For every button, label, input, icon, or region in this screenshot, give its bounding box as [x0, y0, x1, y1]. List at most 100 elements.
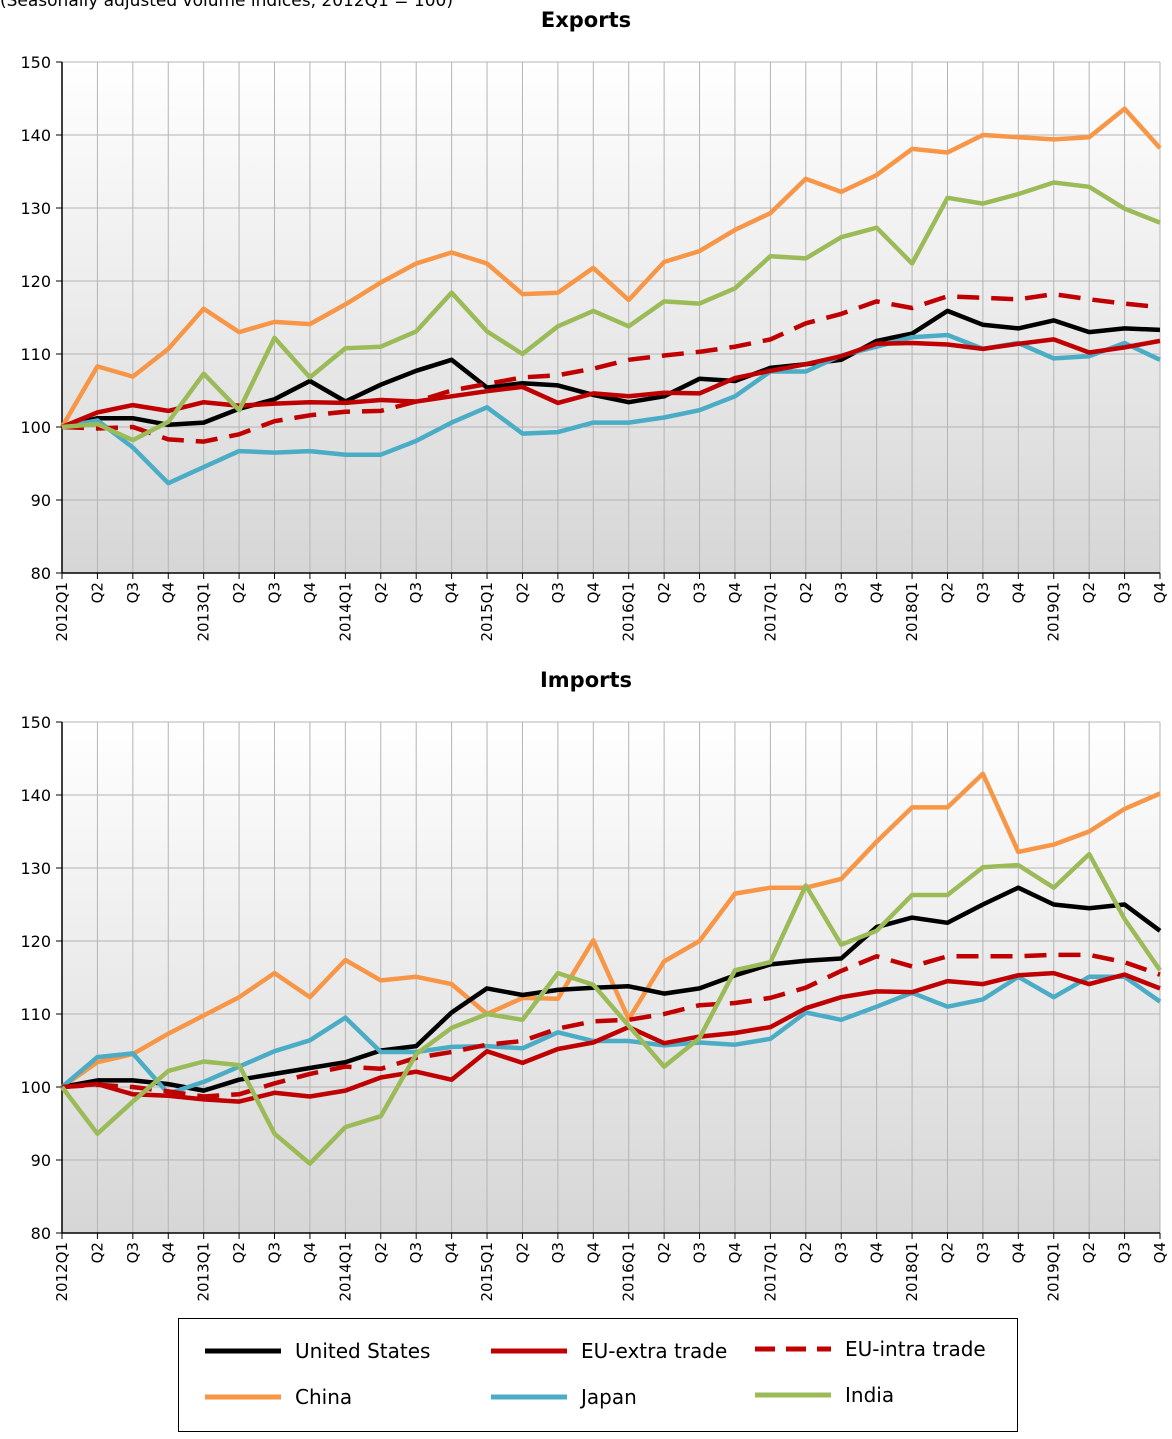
x-tick-label: Q3 [266, 1242, 284, 1263]
x-tick-label: Q3 [691, 582, 709, 603]
x-tick-label: Q3 [124, 1242, 142, 1263]
x-tick-label: Q2 [797, 1242, 815, 1263]
y-tick-label: 140 [20, 786, 51, 805]
legend-label: China [295, 1385, 353, 1409]
x-tick-label: Q4 [1009, 1242, 1027, 1263]
x-tick-label: Q3 [974, 582, 992, 603]
x-tick-label: Q3 [832, 1242, 850, 1263]
x-tick-label: Q2 [655, 1242, 673, 1263]
x-tick-label: Q3 [124, 582, 142, 603]
x-tick-label: 2017Q1 [761, 582, 779, 642]
y-tick-label: 100 [20, 418, 51, 437]
x-tick-label: Q2 [1080, 1242, 1098, 1263]
legend-label: EU-extra trade [581, 1339, 728, 1363]
legend-label: India [845, 1383, 895, 1407]
x-tick-label: Q4 [301, 1242, 319, 1263]
x-tick-label: 2014Q1 [336, 582, 354, 642]
series-line-japan [60, 974, 1162, 1096]
legend-swatch-india [755, 1392, 831, 1398]
x-tick-label: Q3 [691, 1242, 709, 1263]
x-tick-label: 2019Q1 [1045, 582, 1063, 642]
y-tick-label: 150 [20, 53, 51, 72]
imports-chart: 80 90 100 110 120 130 140 150 2012Q1 Q2 Q3 Q4 2013Q1… [20, 713, 1169, 1302]
x-tick-label: 2019Q1 [1045, 1242, 1063, 1302]
y-tick-label: 110 [20, 345, 51, 364]
x-tick-label: Q3 [266, 582, 284, 603]
x-tick-label: Q2 [938, 582, 956, 603]
x-tick-label: Q4 [584, 1242, 602, 1263]
x-tick-label: Q4 [726, 582, 744, 603]
legend-swatch-japan [491, 1394, 567, 1400]
x-tick-label: 2012Q1 [53, 1242, 71, 1302]
x-tick-label: Q4 [1009, 582, 1027, 603]
x-tick-label: Q4 [584, 582, 602, 603]
legend-label: United States [295, 1339, 431, 1363]
x-tick-label: 2013Q1 [195, 1242, 213, 1302]
x-tick-label: Q3 [407, 582, 425, 603]
x-tick-label: 2015Q1 [478, 582, 496, 642]
chart-legend: United States EU-extra trade EU-intra tr… [178, 1318, 1018, 1432]
y-tick-label: 120 [20, 272, 51, 291]
x-tick-label: 2016Q1 [620, 582, 638, 642]
x-tick-label: Q4 [1151, 582, 1169, 603]
legend-label: EU-intra trade [845, 1337, 986, 1361]
y-tick-label: 120 [20, 932, 51, 951]
x-tick-label: 2016Q1 [620, 1242, 638, 1302]
x-tick-label: Q3 [407, 1242, 425, 1263]
x-tick-label: 2014Q1 [336, 1242, 354, 1302]
x-tick-label: Q3 [549, 1242, 567, 1263]
x-tick-label: Q4 [159, 582, 177, 603]
x-tick-label: Q4 [726, 1242, 744, 1263]
x-tick-label: Q2 [655, 582, 673, 603]
series-line-india [61, 180, 1161, 443]
x-tick-label: Q4 [159, 1242, 177, 1263]
x-tick-label: 2013Q1 [195, 582, 213, 642]
x-tick-label: Q4 [443, 582, 461, 603]
legend-swatch-united-states [205, 1348, 281, 1354]
x-tick-label: Q2 [372, 1242, 390, 1263]
x-tick-label: Q3 [974, 1242, 992, 1263]
x-tick-label: 2017Q1 [761, 1242, 779, 1302]
y-tick-label: 140 [20, 126, 51, 145]
x-tick-label: Q2 [938, 1242, 956, 1263]
x-tick-label: Q2 [372, 582, 390, 603]
legend-swatch-china [205, 1394, 281, 1400]
y-tick-label: 90 [31, 1151, 51, 1170]
legend-label: Japan [581, 1385, 637, 1409]
x-tick-label: Q2 [230, 1242, 248, 1263]
y-tick-label: 80 [31, 1224, 51, 1243]
series-line-india [60, 851, 1162, 1166]
series-line-eu-intra-trade [61, 952, 1161, 1099]
y-tick-label: 100 [20, 1078, 51, 1097]
series-line-eu-extra-trade [61, 337, 1161, 430]
x-tick-label: Q2 [88, 1242, 106, 1263]
x-tick-label: Q2 [88, 582, 106, 603]
legend-swatch-eu-intra-trade [755, 1346, 831, 1352]
x-tick-label: Q3 [1116, 1242, 1134, 1263]
y-tick-label: 130 [20, 859, 51, 878]
y-tick-label: 110 [20, 1005, 51, 1024]
series-line-china [60, 106, 1162, 429]
x-tick-label: Q4 [868, 582, 886, 603]
legend-swatch-eu-extra-trade [491, 1348, 567, 1354]
series-line-eu-extra-trade [61, 970, 1161, 1104]
y-tick-label: 80 [31, 564, 51, 583]
imports-chart-title: Imports [539, 668, 633, 692]
chart-subtitle: (Seasonally adjusted volume indices, 201… [0, 0, 453, 11]
x-tick-label: Q2 [797, 582, 815, 603]
y-tick-label: 130 [20, 199, 51, 218]
x-tick-label: Q2 [230, 582, 248, 603]
x-tick-label: Q2 [513, 1242, 531, 1263]
x-tick-label: Q4 [443, 1242, 461, 1263]
y-tick-label: 90 [31, 491, 51, 510]
x-tick-label: Q3 [549, 582, 567, 603]
x-tick-label: 2018Q1 [903, 582, 921, 642]
x-tick-label: 2012Q1 [53, 582, 71, 642]
x-tick-label: Q3 [1116, 582, 1134, 603]
x-tick-label: 2018Q1 [903, 1242, 921, 1302]
x-tick-label: Q4 [1151, 1242, 1169, 1263]
y-tick-label: 150 [20, 713, 51, 732]
x-tick-label: Q2 [513, 582, 531, 603]
exports-chart-title: Exports [540, 8, 632, 32]
x-tick-label: Q2 [1080, 582, 1098, 603]
